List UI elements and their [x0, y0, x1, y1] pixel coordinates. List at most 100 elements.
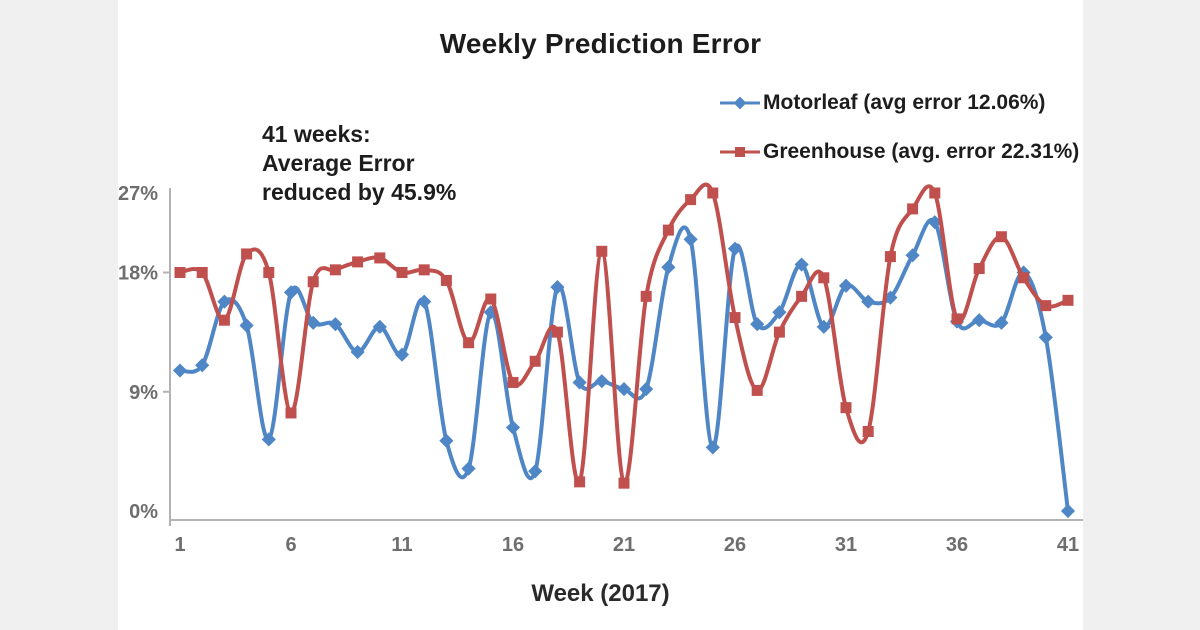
greenhouse-marker [374, 252, 386, 264]
motorleaf-marker [283, 285, 299, 300]
greenhouse-marker [463, 337, 475, 349]
y-tick-label: 0% [129, 501, 158, 523]
greenhouse-marker [218, 314, 230, 326]
greenhouse-series-line [178, 182, 1070, 486]
motorleaf-marker [350, 344, 365, 360]
greenhouse-marker [818, 272, 830, 284]
greenhouse-marker [174, 267, 186, 278]
greenhouse-marker [307, 276, 319, 288]
motorleaf-marker [572, 375, 587, 390]
greenhouse-marker [574, 476, 586, 488]
x-tick-label: 11 [391, 534, 412, 556]
motorleaf-marker [461, 461, 476, 476]
motorleaf-marker [417, 294, 432, 309]
motorleaf-marker [905, 248, 920, 263]
greenhouse-marker [796, 290, 808, 302]
greenhouse-marker [862, 426, 874, 437]
motorleaf-marker [705, 440, 720, 455]
motorleaf-marker [528, 464, 543, 479]
x-tick-label: 16 [502, 534, 524, 556]
greenhouse-marker [751, 384, 763, 396]
x-tick-label: 41 [1057, 534, 1079, 556]
motorleaf-marker [1038, 330, 1053, 345]
greenhouse-marker [907, 203, 919, 215]
motorleaf-marker [550, 280, 565, 295]
greenhouse-marker [1040, 300, 1052, 312]
x-tick-label: 26 [724, 534, 746, 556]
y-tick-label: 9% [129, 382, 158, 404]
greenhouse-marker [551, 326, 563, 338]
greenhouse-marker [241, 248, 253, 260]
legend-label-motorleaf: Motorleaf (avg error 12.06%) [763, 91, 1046, 114]
greenhouse-marker [418, 264, 430, 276]
motorleaf-marker [750, 317, 765, 332]
greenhouse-marker [352, 256, 364, 268]
greenhouse-marker [662, 224, 674, 236]
annotation-line-1: 41 weeks: [262, 121, 371, 147]
motorleaf-marker [261, 432, 276, 447]
greenhouse-marker [618, 477, 630, 489]
motorleaf-marker [616, 382, 632, 397]
motorleaf-marker [861, 294, 876, 309]
motorleaf-marker [639, 382, 654, 397]
greenhouse-marker [729, 312, 741, 324]
motorleaf-marker [372, 319, 387, 334]
legend-item-greenhouse: Greenhouse (avg. error 22.31%) [720, 137, 1079, 167]
x-tick-label: 36 [946, 534, 968, 556]
greenhouse-marker [685, 194, 697, 206]
greenhouse-marker [440, 274, 452, 286]
greenhouse-marker [596, 245, 608, 257]
y-tick-label: 18% [118, 263, 158, 285]
annotation: 41 weeks: Average Error reduced by 45.9% [262, 120, 456, 207]
annotation-line-2: Average Error [262, 150, 415, 176]
greenhouse-marker [1062, 294, 1074, 306]
greenhouse-marker [196, 267, 208, 278]
legend: Motorleaf (avg error 12.06%) Greenhouse … [720, 88, 1079, 186]
greenhouse-marker [507, 376, 519, 388]
chart-title: Weekly Prediction Error [439, 28, 762, 59]
greenhouse-marker [951, 313, 963, 325]
greenhouse-marker [840, 402, 852, 414]
motorleaf-marker [838, 278, 854, 293]
motorleaf-marker [505, 420, 521, 435]
x-tick-label: 1 [174, 534, 185, 556]
motorleaf-marker [195, 358, 210, 373]
x-tick-label: 6 [285, 534, 296, 556]
motorleaf-legend-marker-icon [720, 96, 760, 110]
motorleaf-marker [394, 347, 410, 362]
motorleaf-marker [772, 305, 787, 320]
motorleaf-marker [594, 374, 609, 389]
greenhouse-marker [1018, 272, 1030, 284]
motorleaf-marker [328, 317, 343, 332]
legend-label-greenhouse: Greenhouse (avg. error 22.31%) [763, 140, 1080, 163]
motorleaf-marker [794, 257, 809, 272]
greenhouse-marker [640, 290, 652, 302]
motorleaf-marker [972, 313, 987, 328]
greenhouse-marker [995, 231, 1007, 243]
x-tick-label: 21 [613, 534, 635, 556]
motorleaf-marker [1060, 503, 1076, 519]
motorleaf-marker [172, 363, 188, 378]
motorleaf-marker [816, 319, 831, 334]
motorleaf-marker [439, 433, 454, 448]
greenhouse-marker [485, 293, 497, 305]
y-tick-label: 27% [118, 183, 158, 205]
motorleaf-marker [661, 260, 676, 275]
greenhouse-marker [973, 263, 985, 275]
legend-item-motorleaf: Motorleaf (avg error 12.06%) [720, 88, 1079, 118]
greenhouse-marker [929, 187, 941, 199]
x-tick-label: 31 [835, 534, 857, 556]
greenhouse-marker [529, 355, 541, 367]
greenhouse-marker [884, 251, 896, 263]
chart-panel [118, 0, 1083, 630]
motorleaf-series-line [178, 217, 1070, 513]
annotation-line-3: reduced by 45.9% [262, 179, 457, 205]
greenhouse-marker [263, 267, 275, 278]
greenhouse-marker [773, 326, 785, 338]
motorleaf-marker [727, 241, 743, 256]
greenhouse-marker [285, 407, 297, 419]
greenhouse-legend-marker-icon [720, 147, 760, 157]
motorleaf-marker [306, 315, 321, 330]
motorleaf-marker [217, 294, 232, 309]
